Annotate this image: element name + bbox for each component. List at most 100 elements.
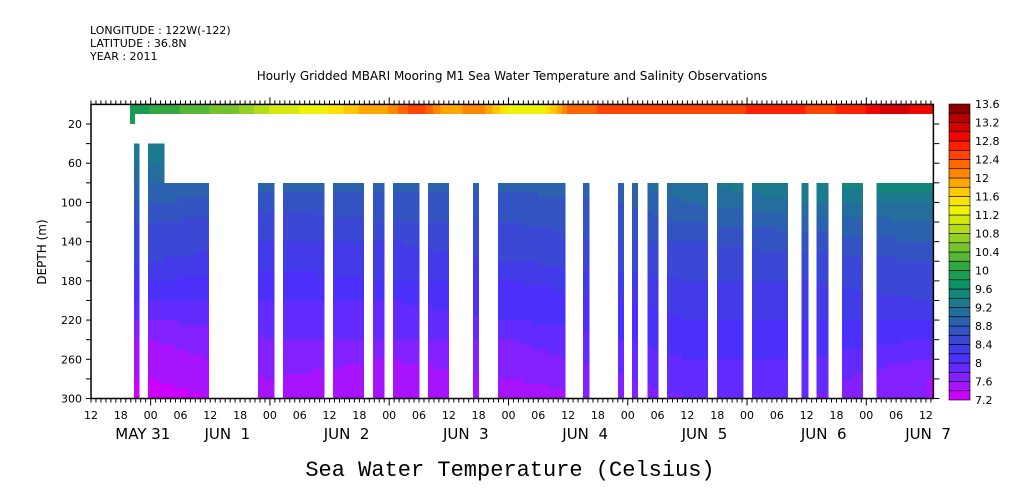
heatmap-cell (766, 222, 773, 228)
heatmap-cell (188, 393, 195, 399)
heatmap-cell (153, 349, 159, 355)
heatmap-cell (557, 383, 564, 390)
heatmap-cell (696, 334, 703, 341)
heatmap-cell (455, 104, 459, 115)
heatmap-cell (527, 187, 534, 194)
heatmap-cell (338, 187, 344, 194)
heatmap-cell (442, 339, 449, 345)
heatmap-cell (272, 393, 275, 399)
heatmap-cell (372, 305, 379, 311)
heatmap-cell (153, 192, 159, 198)
heatmap-cell (262, 388, 269, 394)
heatmap-cell (522, 310, 529, 316)
heatmap-cell (851, 256, 858, 262)
heatmap-cell (169, 329, 175, 336)
heatmap-cell (821, 187, 827, 194)
heatmap-cell (178, 212, 185, 218)
heatmap-cell (659, 104, 662, 115)
heatmap-cell (622, 339, 625, 345)
heatmap-cell (333, 300, 339, 306)
heatmap-cell (786, 192, 789, 198)
heatmap-cell (786, 222, 789, 228)
heatmap-cell (302, 310, 309, 316)
heatmap-cell (786, 212, 789, 218)
heatmap-cell (652, 310, 658, 316)
heatmap-cell (163, 143, 165, 149)
heatmap-cell (856, 315, 863, 321)
heatmap-cell (542, 290, 549, 296)
heatmap-cell (442, 217, 449, 223)
heatmap-cell (342, 344, 349, 350)
heatmap-cell (547, 329, 554, 336)
heatmap-cell (302, 344, 309, 350)
heatmap-cell (841, 280, 848, 287)
heatmap-cell (418, 256, 420, 262)
heatmap-cell (267, 187, 274, 194)
heatmap-cell (287, 305, 294, 311)
heatmap-cell (504, 104, 508, 115)
heatmap-cell (527, 241, 534, 247)
heatmap-cell (498, 315, 504, 321)
heatmap-cell (312, 275, 319, 282)
heatmap-cell (766, 290, 773, 296)
heatmap-cell (342, 275, 349, 282)
heatmap-cell (287, 275, 294, 282)
heatmap-cell (522, 334, 529, 341)
heatmap-cell (587, 320, 590, 326)
heatmap-cell (841, 261, 848, 267)
heatmap-cell (198, 280, 205, 287)
heatmap-cell (657, 349, 659, 355)
heatmap-cell (427, 246, 434, 252)
heatmap-cell (297, 207, 304, 213)
heatmap-cell (398, 300, 404, 306)
heatmap-cell (636, 104, 640, 115)
heatmap-cell (737, 354, 743, 360)
heatmap-cell (427, 310, 434, 316)
heatmap-cell (816, 261, 822, 267)
heatmap-cell (203, 246, 210, 252)
heatmap-cell (761, 339, 768, 345)
heatmap-cell (338, 251, 344, 257)
heatmap-cell (164, 383, 170, 390)
heatmap-cell (532, 266, 539, 272)
heatmap-cell (372, 271, 379, 277)
heatmap-cell (617, 256, 624, 262)
heatmap-cell (761, 256, 768, 262)
heatmap-cell (552, 334, 559, 341)
heatmap-cell (517, 266, 524, 272)
heatmap-cell (442, 354, 449, 360)
heatmap-cell (756, 369, 763, 375)
heatmap-cell (447, 217, 450, 223)
heatmap-cell (557, 241, 564, 247)
heatmap-cell (257, 231, 264, 238)
heatmap-cell (382, 373, 385, 380)
heatmap-cell (286, 104, 290, 115)
heatmap-cell (786, 310, 789, 316)
heatmap-cell (547, 369, 554, 375)
heatmap-cell (771, 354, 778, 360)
heatmap-cell (846, 378, 853, 385)
heatmap-cell (173, 192, 180, 198)
heatmap-cell (287, 207, 294, 213)
heatmap-cell (169, 246, 175, 252)
heatmap-cell (442, 290, 449, 296)
heatmap-cell (158, 271, 164, 277)
heatmap-cell (583, 383, 589, 390)
heatmap-cell (751, 310, 758, 316)
heatmap-cell (307, 369, 314, 375)
heatmap-cell (826, 202, 829, 208)
heatmap-cell (267, 354, 274, 360)
heatmap-cell (872, 104, 876, 115)
heatmap-cell (163, 364, 165, 370)
heatmap-cell (357, 320, 364, 326)
heatmap-cell (287, 349, 294, 355)
heatmap-cell (816, 300, 822, 306)
heatmap-cell (427, 217, 434, 223)
heatmap-cell (742, 275, 744, 282)
heatmap-cell (183, 246, 190, 252)
heatmap-cell (297, 217, 304, 223)
heatmap-cell (307, 275, 314, 282)
heatmap-cell (583, 182, 589, 189)
heatmap-cell (801, 202, 808, 208)
